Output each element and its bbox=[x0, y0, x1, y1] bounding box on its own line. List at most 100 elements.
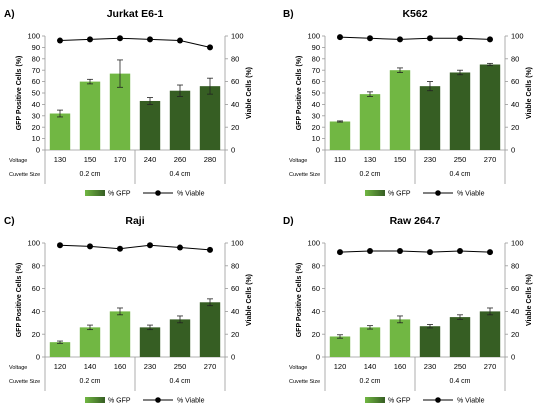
left-tick-label: 60 bbox=[32, 77, 40, 86]
viable-point bbox=[367, 247, 373, 254]
right-tick-label: 60 bbox=[511, 284, 519, 293]
gfp-bar bbox=[49, 342, 71, 357]
right-tick-label: 80 bbox=[511, 261, 519, 270]
legend-viable-label: % Viable bbox=[457, 398, 485, 405]
voltage-tick-label: 150 bbox=[84, 155, 97, 164]
left-tick-label: 60 bbox=[312, 284, 320, 293]
right-tick-label: 100 bbox=[511, 32, 524, 41]
viable-line bbox=[59, 37, 211, 48]
right-tick-label: 80 bbox=[511, 54, 519, 63]
left-tick-label: 40 bbox=[32, 100, 40, 109]
left-tick-label: 20 bbox=[312, 123, 320, 132]
legend-gfp-swatch bbox=[85, 397, 105, 403]
left-tick-label: 20 bbox=[312, 330, 320, 339]
group-label: 0.2 cm bbox=[359, 378, 380, 385]
gfp-bar bbox=[479, 311, 501, 357]
voltage-tick-label: 140 bbox=[364, 362, 377, 371]
left-tick-label: 50 bbox=[312, 89, 320, 98]
left-tick-label: 80 bbox=[32, 261, 40, 270]
right-tick-label: 80 bbox=[231, 54, 239, 63]
right-tick-label: 20 bbox=[231, 330, 239, 339]
viable-point bbox=[457, 35, 463, 42]
gfp-bar bbox=[419, 86, 441, 150]
legend-viable-marker bbox=[435, 397, 441, 403]
gfp-bar bbox=[199, 86, 221, 150]
voltage-tick-label: 270 bbox=[204, 362, 217, 371]
chart-panel-3: C) Raji 0 20 40 60 80 100 0 20 40 60 80 100 GFP Positi… bbox=[4, 215, 253, 405]
left-tick-label: 30 bbox=[312, 111, 320, 120]
left-tick-label: 20 bbox=[32, 123, 40, 132]
left-tick-label: 80 bbox=[32, 54, 40, 63]
left-tick-label: 60 bbox=[312, 77, 320, 86]
gfp-bar bbox=[389, 70, 411, 150]
viable-point bbox=[177, 244, 183, 251]
voltage-tick-label: 260 bbox=[174, 155, 187, 164]
left-tick-label: 40 bbox=[312, 100, 320, 109]
viable-line bbox=[339, 36, 491, 40]
left-tick-label: 90 bbox=[312, 43, 320, 52]
left-tick-label: 0 bbox=[36, 353, 40, 362]
voltage-tick-label: 110 bbox=[334, 155, 346, 164]
viable-point bbox=[367, 35, 373, 42]
gfp-bar bbox=[109, 73, 131, 150]
left-tick-label: 20 bbox=[32, 330, 40, 339]
gfp-bar bbox=[359, 94, 381, 150]
chart-panel-1: A) Jurkat E6-1 0 10 20 30 40 50 60 70 80 90 100 0 20 40… bbox=[4, 8, 253, 198]
right-tick-label: 20 bbox=[231, 123, 239, 132]
left-tick-label: 80 bbox=[312, 261, 320, 270]
gfp-bar bbox=[79, 81, 101, 150]
left-tick-label: 100 bbox=[27, 32, 40, 41]
gfp-bar bbox=[139, 100, 161, 150]
legend-viable-marker bbox=[155, 397, 161, 403]
group-label: 0.2 cm bbox=[79, 378, 100, 385]
voltage-tick-label: 130 bbox=[364, 155, 377, 164]
viable-point bbox=[487, 36, 493, 43]
right-tick-label: 0 bbox=[511, 146, 515, 155]
left-tick-label: 70 bbox=[312, 66, 320, 75]
gfp-bar bbox=[109, 311, 131, 357]
viable-point bbox=[337, 249, 343, 256]
voltage-tick-label: 230 bbox=[424, 362, 437, 371]
voltage-tick-label: 120 bbox=[54, 362, 67, 371]
left-tick-label: 50 bbox=[32, 89, 40, 98]
viable-point bbox=[177, 37, 183, 44]
gfp-bar bbox=[449, 72, 471, 150]
viable-point bbox=[397, 247, 403, 254]
viable-point bbox=[57, 242, 63, 249]
gfp-bar bbox=[49, 113, 71, 150]
group-label: 0.2 cm bbox=[359, 171, 380, 178]
gfp-bar bbox=[329, 121, 351, 150]
legend-viable-label: % Viable bbox=[457, 191, 485, 198]
gfp-bar bbox=[199, 302, 221, 357]
voltage-tick-label: 230 bbox=[424, 155, 437, 164]
legend-gfp-label: % GFP bbox=[388, 191, 411, 198]
legend-gfp-label: % GFP bbox=[108, 191, 131, 198]
right-tick-label: 100 bbox=[511, 239, 524, 248]
viable-point bbox=[117, 35, 123, 42]
voltage-row-label: Voltage bbox=[9, 365, 27, 371]
left-tick-label: 0 bbox=[36, 146, 40, 155]
chart-panel-4: D) Raw 264.7 0 20 40 60 80 100 0 20 40 60 80 100 GFP P… bbox=[283, 215, 533, 405]
y-left-axis-title: GFP Positive Cells (%) bbox=[296, 56, 303, 131]
left-tick-label: 70 bbox=[32, 66, 40, 75]
voltage-tick-label: 230 bbox=[144, 362, 157, 371]
cuvette-row-label: Cuvette Size bbox=[289, 172, 320, 178]
right-tick-label: 100 bbox=[231, 32, 244, 41]
right-tick-label: 0 bbox=[231, 146, 235, 155]
voltage-tick-label: 160 bbox=[114, 362, 127, 371]
panel-letter: B) bbox=[283, 9, 294, 20]
y-left-axis-title: GFP Positive Cells (%) bbox=[296, 263, 303, 338]
voltage-row-label: Voltage bbox=[289, 158, 307, 164]
right-tick-label: 40 bbox=[511, 307, 519, 316]
gfp-bar bbox=[329, 336, 351, 357]
left-tick-label: 30 bbox=[32, 111, 40, 120]
right-tick-label: 20 bbox=[511, 123, 519, 132]
voltage-tick-label: 250 bbox=[454, 362, 467, 371]
y-left-axis-title: GFP Positive Cells (%) bbox=[16, 56, 23, 131]
voltage-tick-label: 130 bbox=[54, 155, 67, 164]
viable-point bbox=[57, 37, 63, 44]
gfp-bar bbox=[359, 327, 381, 357]
voltage-row-label: Voltage bbox=[9, 158, 27, 164]
right-tick-label: 60 bbox=[231, 284, 239, 293]
